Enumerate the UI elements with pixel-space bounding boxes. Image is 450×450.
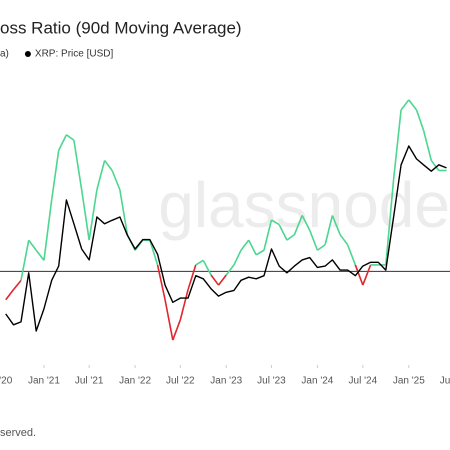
ratio-segment xyxy=(172,319,182,341)
legend-label: a) xyxy=(0,49,9,60)
ratio-segment xyxy=(354,264,364,286)
x-tick-label: Jul '20 xyxy=(0,376,13,387)
ratio-segment xyxy=(103,159,113,171)
ratio-segment xyxy=(263,219,273,251)
x-tick-label: Jan '21 xyxy=(28,376,60,387)
ratio-segment xyxy=(422,129,433,161)
chart-title: oss Ratio (90d Moving Average) xyxy=(0,18,242,37)
x-tick-label: Jul '23 xyxy=(257,376,286,387)
ratio-segment xyxy=(248,239,257,256)
x-tick-label: Jul '22 xyxy=(166,376,195,387)
ratio-segment xyxy=(255,249,265,256)
ratio-segment xyxy=(179,289,189,321)
x-tick-label: Jan '23 xyxy=(210,376,242,387)
ratio-segment xyxy=(217,274,227,286)
ratio-segment xyxy=(156,264,166,300)
ratio-segment xyxy=(5,289,15,301)
ratio-segment xyxy=(286,234,295,241)
ratio-segment xyxy=(240,239,250,251)
ratio-segment xyxy=(73,140,83,190)
ratio-segment xyxy=(301,215,311,231)
ratio-segment xyxy=(408,99,418,111)
x-tick-label: Jul '24 xyxy=(349,376,378,387)
ratio-segment xyxy=(316,244,326,251)
ratio-segment xyxy=(415,109,425,131)
ratio-segment xyxy=(331,215,341,235)
ratio-segment xyxy=(225,264,235,276)
ratio-segment xyxy=(210,274,220,286)
ratio-segment xyxy=(271,219,280,226)
ratio-segment xyxy=(400,99,410,111)
ratio-segment xyxy=(149,239,159,266)
ratio-segment xyxy=(308,229,319,251)
ratio-segment xyxy=(293,215,303,235)
ratio-segment xyxy=(339,234,349,246)
x-tick-label: Jan '25 xyxy=(393,376,425,387)
x-tick-label: Jul '21 xyxy=(75,376,104,387)
ratio-segment xyxy=(88,189,98,241)
ratio-segment xyxy=(28,239,37,251)
ratio-segment xyxy=(111,170,121,191)
x-tick-label: Jul '25 xyxy=(440,376,450,387)
footer: served. xyxy=(0,427,36,439)
legend-marker xyxy=(24,51,31,57)
legend-label: XRP: Price [USD] xyxy=(35,49,114,60)
ratio-segment xyxy=(12,279,22,291)
ratio-segment xyxy=(278,224,288,241)
ratio-segment xyxy=(20,240,30,281)
ratio-segment xyxy=(43,199,53,261)
ratio-segment xyxy=(164,299,174,341)
ratio-segment xyxy=(392,109,402,180)
ratio-segment xyxy=(324,215,334,245)
ratio-segment xyxy=(96,160,106,190)
ratio-segment xyxy=(195,259,204,266)
price-line xyxy=(5,145,447,332)
ratio-segment xyxy=(385,179,395,265)
ratio-segment xyxy=(346,244,357,266)
ratio-segment xyxy=(57,134,68,151)
ratio-segment xyxy=(202,259,212,276)
watermark: glassnode xyxy=(158,169,450,241)
ratio-segment xyxy=(119,189,129,235)
ratio-segment xyxy=(187,264,197,290)
ratio-segment xyxy=(430,159,440,171)
x-tick-label: Jan '24 xyxy=(301,376,333,387)
ratio-segment xyxy=(35,249,45,261)
ratio-segment xyxy=(362,264,372,286)
ratio-segment xyxy=(50,150,60,200)
x-tick-label: Jan '22 xyxy=(119,376,151,387)
ratio-segment xyxy=(65,134,75,141)
ratio-segment xyxy=(80,189,90,241)
ratio-segment xyxy=(233,249,242,266)
